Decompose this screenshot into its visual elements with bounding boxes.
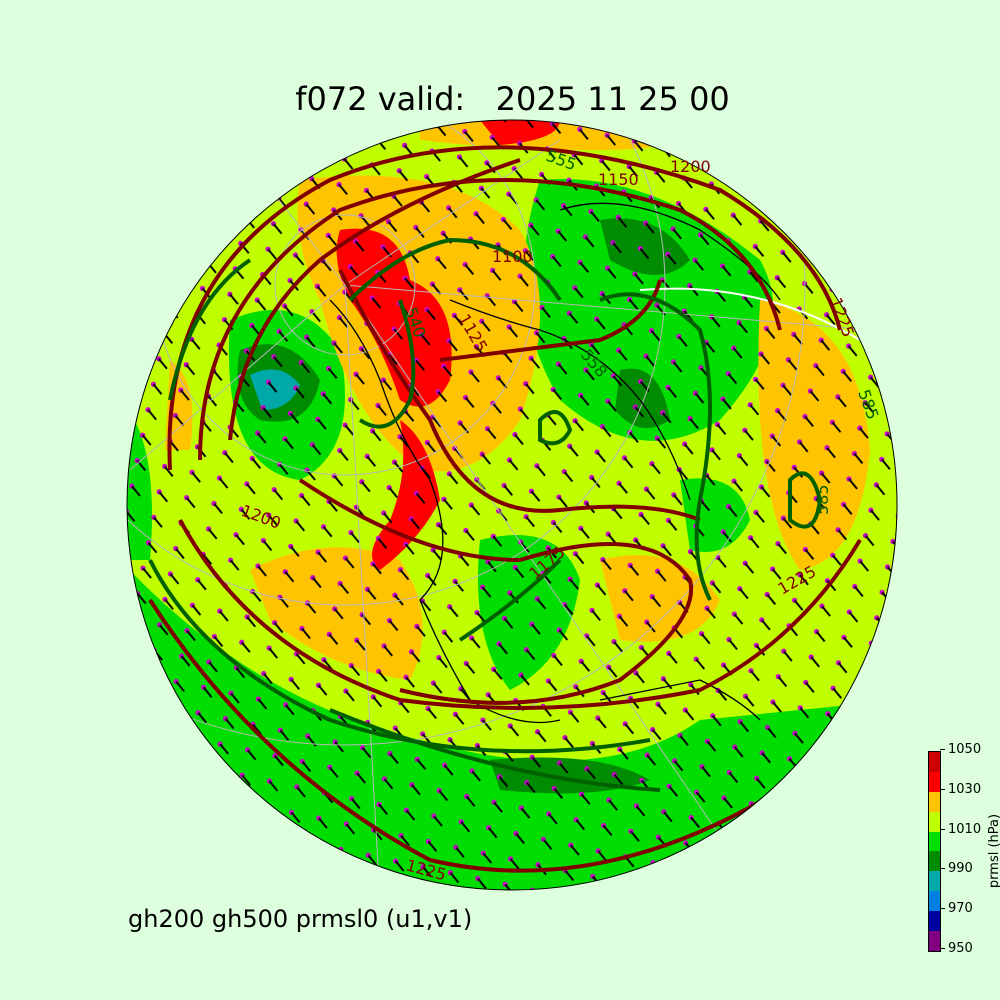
colorbar-swatch <box>929 871 940 892</box>
colorbar-swatch <box>929 911 940 932</box>
colorbar-tick-label: 1050 <box>940 742 981 757</box>
colorbar-tick-label: 1030 <box>940 782 981 797</box>
colorbar-swatch <box>929 831 940 852</box>
globe-outline <box>126 119 898 891</box>
colorbar-swatch <box>929 931 940 951</box>
colorbar-tick-label: 950 <box>940 941 973 956</box>
colorbar-tick-label: 990 <box>940 861 973 876</box>
wind-barbs <box>127 120 897 890</box>
colorbar-swatch <box>929 851 940 872</box>
globe <box>127 120 897 890</box>
gh200-contours <box>148 145 862 873</box>
colorbar-label: prmsl (hPa) <box>987 813 1000 889</box>
contour-label: 1200 <box>670 157 711 176</box>
plot-footer: gh200 gh500 prmsl0 (u1,v1) <box>128 905 473 933</box>
colorbar <box>928 751 941 952</box>
colorbar-tick-label: 970 <box>940 901 973 916</box>
colorbar-tick-label: 1010 <box>940 822 981 837</box>
contour-label: 585 <box>813 484 832 515</box>
plot-title: f072 valid: 2025 11 25 00 <box>295 80 730 118</box>
colorbar-swatch <box>929 811 940 832</box>
colorbar-swatch <box>929 891 940 912</box>
colorbar-swatch <box>929 751 940 772</box>
date-line <box>639 287 861 341</box>
colorbar-swatch <box>929 791 940 812</box>
gh500-contours <box>148 237 823 792</box>
contour-label: 1100 <box>492 247 533 266</box>
colorbar-swatch <box>929 771 940 792</box>
contour-label: 1150 <box>598 170 639 189</box>
